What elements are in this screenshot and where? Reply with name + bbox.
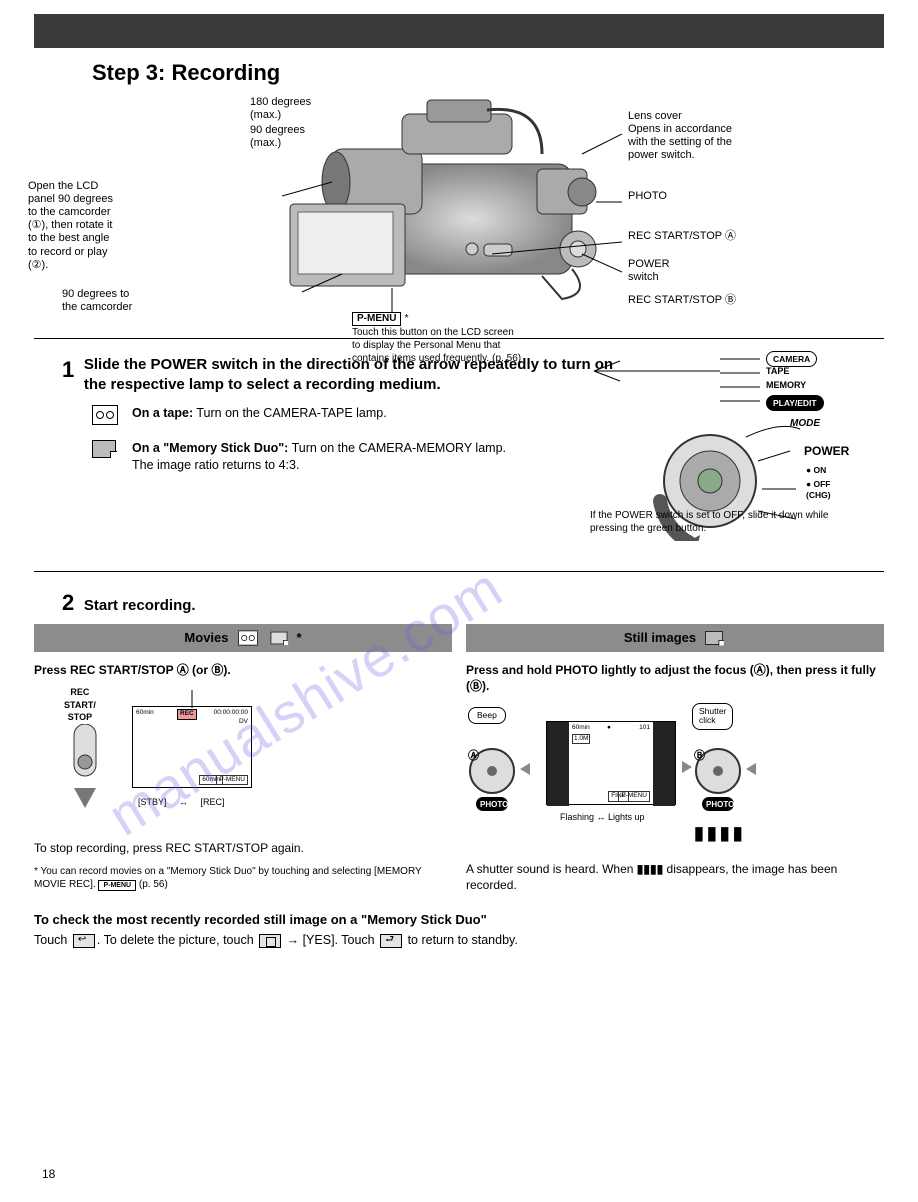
back-icon[interactable] <box>380 934 402 948</box>
movies-lcd: 60min 00:00:00:00 DV REC 60min P-MENU <box>132 706 252 788</box>
camcorder-illustration <box>282 94 622 324</box>
svg-text:Ⓑ: Ⓑ <box>694 748 705 762</box>
trash-icon[interactable] <box>259 934 281 948</box>
review-icon[interactable] <box>73 934 95 948</box>
step2-number: 2 <box>62 590 74 615</box>
label-photo: PHOTO <box>628 190 667 203</box>
page-number: 18 <box>42 1166 55 1182</box>
stills-note: A shutter sound is heard. When ▮▮▮▮ disa… <box>466 861 884 893</box>
label-90max: 90 degrees (max.) <box>250 124 305 150</box>
stills-body: Press and hold PHOTO lightly to adjust t… <box>466 662 884 694</box>
label-power: POWER switch <box>628 258 670 284</box>
rec-button-icon <box>62 724 122 814</box>
step2-heading: Start recording. <box>84 597 196 614</box>
movies-body: Press REC START/STOP Ⓐ (or Ⓑ). <box>34 662 452 678</box>
label-180deg: 180 degrees (max.) <box>250 96 311 122</box>
svg-text:PHOTO: PHOTO <box>480 800 508 809</box>
svg-text:Ⓐ: Ⓐ <box>468 748 479 762</box>
step1-number: 1 <box>62 357 74 382</box>
stills-header: Still images <box>466 624 884 652</box>
media-tape-text: On a tape: Turn on the CAMERA-TAPE lamp. <box>132 405 387 422</box>
photo-button-a: Ⓐ PHOTO <box>466 745 532 835</box>
svg-text:PHOTO: PHOTO <box>706 800 734 809</box>
camera-diagram: Open the LCD panel 90 degrees to the cam… <box>34 94 884 334</box>
stills-lcd: 60min ● 101 1.0M FINE P-MENU <box>546 721 676 805</box>
memorystick-icon <box>92 440 116 458</box>
movies-footnote: * You can record movies on a "Memory Sti… <box>34 865 452 892</box>
label-recstart-a: REC START/STOP Ⓐ <box>628 230 736 243</box>
beep-bubble: Beep <box>468 707 506 725</box>
check-heading: To check the most recently recorded stil… <box>34 911 884 929</box>
label-90deg: 90 degrees to the camcorder <box>62 288 172 314</box>
label-recstart-b: REC START/STOP Ⓑ <box>628 294 736 307</box>
tape-icon <box>92 405 118 425</box>
movies-header: Movies * <box>34 624 452 652</box>
media-ms-text: On a "Memory Stick Duo": Turn on the CAM… <box>132 440 506 474</box>
label-lens-cover: Lens cover Opens in accordance with the … <box>628 110 808 163</box>
check-body: Touch . To delete the picture, touch → [… <box>34 932 884 949</box>
power-dial-diagram: CAMERA TAPE MEMORY PLAY/EDIT MODE POWER … <box>590 351 850 546</box>
rec-button-label: REC START/ STOP <box>64 686 96 722</box>
shutter-bubble: Shutter click <box>692 703 733 731</box>
step3-heading: Step 3: Recording <box>92 58 884 88</box>
step1-heading: Slide the POWER switch in the direction … <box>84 355 614 396</box>
bars-icon: ▮▮▮▮ <box>694 821 746 845</box>
label-lcd-open: Open the LCD panel 90 degrees to the cam… <box>28 180 228 272</box>
